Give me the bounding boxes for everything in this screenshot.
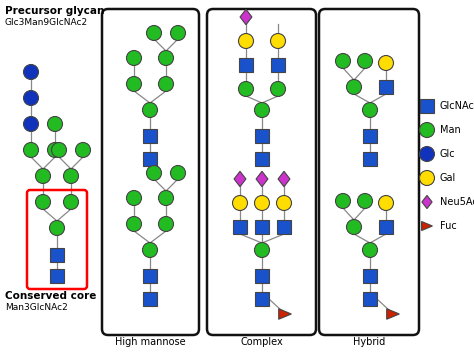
- Bar: [255, 269, 269, 283]
- Bar: [363, 292, 377, 306]
- Polygon shape: [240, 9, 252, 25]
- Circle shape: [127, 51, 142, 65]
- Circle shape: [75, 143, 91, 158]
- Circle shape: [233, 195, 247, 211]
- Bar: [255, 129, 269, 143]
- Text: Glc: Glc: [440, 149, 456, 159]
- Text: Conserved core: Conserved core: [5, 291, 96, 301]
- Bar: [50, 269, 64, 283]
- Circle shape: [127, 190, 142, 206]
- Circle shape: [171, 25, 185, 40]
- Polygon shape: [421, 222, 432, 230]
- Bar: [420, 99, 434, 113]
- Circle shape: [36, 169, 51, 183]
- Circle shape: [379, 195, 393, 211]
- Circle shape: [24, 116, 38, 131]
- Text: Glc3Man9GlcNAc2: Glc3Man9GlcNAc2: [5, 18, 88, 27]
- Text: Man3GlcNAc2: Man3GlcNAc2: [5, 303, 68, 312]
- Circle shape: [127, 217, 142, 232]
- Text: Precursor glycan: Precursor glycan: [5, 6, 104, 16]
- Circle shape: [127, 76, 142, 91]
- Bar: [363, 269, 377, 283]
- Circle shape: [379, 56, 393, 70]
- Circle shape: [346, 80, 362, 95]
- Circle shape: [255, 195, 270, 211]
- Bar: [363, 129, 377, 143]
- Circle shape: [419, 171, 435, 185]
- Bar: [143, 292, 157, 306]
- Polygon shape: [234, 171, 246, 187]
- Circle shape: [238, 81, 254, 97]
- Text: GlcNAc: GlcNAc: [440, 101, 474, 111]
- FancyBboxPatch shape: [207, 9, 316, 335]
- Bar: [255, 152, 269, 166]
- FancyBboxPatch shape: [102, 9, 199, 335]
- Text: Man: Man: [440, 125, 461, 135]
- Circle shape: [357, 53, 373, 69]
- Bar: [255, 292, 269, 306]
- Circle shape: [363, 103, 377, 118]
- Bar: [255, 220, 269, 234]
- Circle shape: [158, 51, 173, 65]
- Bar: [50, 248, 64, 262]
- Circle shape: [238, 34, 254, 48]
- Polygon shape: [278, 171, 290, 187]
- Polygon shape: [387, 309, 399, 319]
- Text: High mannose: High mannose: [115, 337, 186, 347]
- Text: Neu5Ac: Neu5Ac: [440, 197, 474, 207]
- Circle shape: [271, 34, 285, 48]
- Circle shape: [419, 147, 435, 161]
- Text: Gal: Gal: [440, 173, 456, 183]
- Circle shape: [64, 194, 79, 210]
- Circle shape: [146, 25, 162, 40]
- Bar: [233, 220, 247, 234]
- Circle shape: [143, 103, 157, 118]
- Circle shape: [158, 217, 173, 232]
- Bar: [143, 152, 157, 166]
- Circle shape: [49, 221, 64, 235]
- FancyBboxPatch shape: [319, 9, 419, 335]
- Circle shape: [419, 122, 435, 137]
- Circle shape: [143, 242, 157, 257]
- Circle shape: [255, 103, 270, 118]
- Circle shape: [357, 194, 373, 209]
- Circle shape: [47, 116, 63, 131]
- Circle shape: [158, 190, 173, 206]
- Bar: [363, 152, 377, 166]
- Circle shape: [255, 242, 270, 257]
- Circle shape: [158, 76, 173, 91]
- Circle shape: [36, 194, 51, 210]
- Bar: [271, 58, 285, 72]
- Bar: [239, 58, 253, 72]
- Bar: [379, 80, 393, 94]
- Circle shape: [146, 166, 162, 181]
- Circle shape: [363, 242, 377, 257]
- Circle shape: [47, 143, 63, 158]
- Circle shape: [346, 219, 362, 234]
- Text: Hybrid: Hybrid: [353, 337, 385, 347]
- Bar: [379, 220, 393, 234]
- Text: Fuc: Fuc: [440, 221, 457, 231]
- Polygon shape: [279, 309, 292, 319]
- Circle shape: [336, 53, 350, 69]
- Polygon shape: [256, 171, 268, 187]
- Circle shape: [171, 166, 185, 181]
- Bar: [143, 269, 157, 283]
- Bar: [277, 220, 291, 234]
- Text: Complex: Complex: [240, 337, 283, 347]
- Circle shape: [24, 143, 38, 158]
- Polygon shape: [422, 195, 432, 209]
- Circle shape: [24, 91, 38, 105]
- Circle shape: [52, 143, 66, 158]
- Circle shape: [336, 194, 350, 209]
- Circle shape: [271, 81, 285, 97]
- Circle shape: [64, 169, 79, 183]
- Bar: [143, 129, 157, 143]
- Circle shape: [276, 195, 292, 211]
- Circle shape: [24, 64, 38, 80]
